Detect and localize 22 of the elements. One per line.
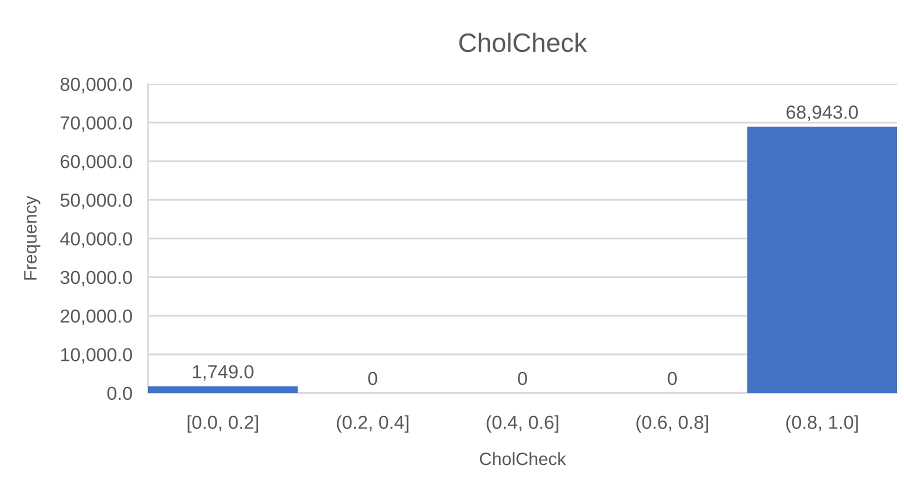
x-tick-label: (0.4, 0.6]	[486, 415, 558, 433]
x-tick-label: (0.6, 0.8]	[636, 415, 708, 433]
y-tick-label: 80,000.0	[60, 78, 132, 94]
y-tick-label: 10,000.0	[61, 348, 132, 364]
y-tick-label: 20,000.0	[60, 309, 132, 325]
y-axis-title: Frequency	[24, 196, 40, 280]
x-axis-title: CholCheck	[480, 452, 566, 466]
y-tick-label: 60,000.0	[60, 154, 132, 170]
y-tick-label: 0.0	[107, 386, 132, 400]
y-tick-label: 50,000.0	[60, 194, 132, 210]
data-label: 0	[668, 372, 677, 386]
data-label: 1,749.0	[193, 365, 254, 381]
y-tick-label: 40,000.0	[60, 232, 132, 248]
y-tick-label: 70,000.0	[60, 116, 132, 132]
x-tick-label: (0.2, 0.4]	[336, 415, 408, 433]
chart-title: CholCheck	[459, 32, 588, 52]
data-label: 0	[518, 372, 527, 386]
data-label: 68,943.0	[786, 106, 858, 122]
x-tick-label: (0.8, 1.0]	[786, 415, 858, 433]
x-tick-label: [0.0, 0.2]	[188, 415, 258, 433]
y-tick-label: 30,000.0	[60, 270, 132, 286]
data-label: 0	[368, 372, 378, 386]
